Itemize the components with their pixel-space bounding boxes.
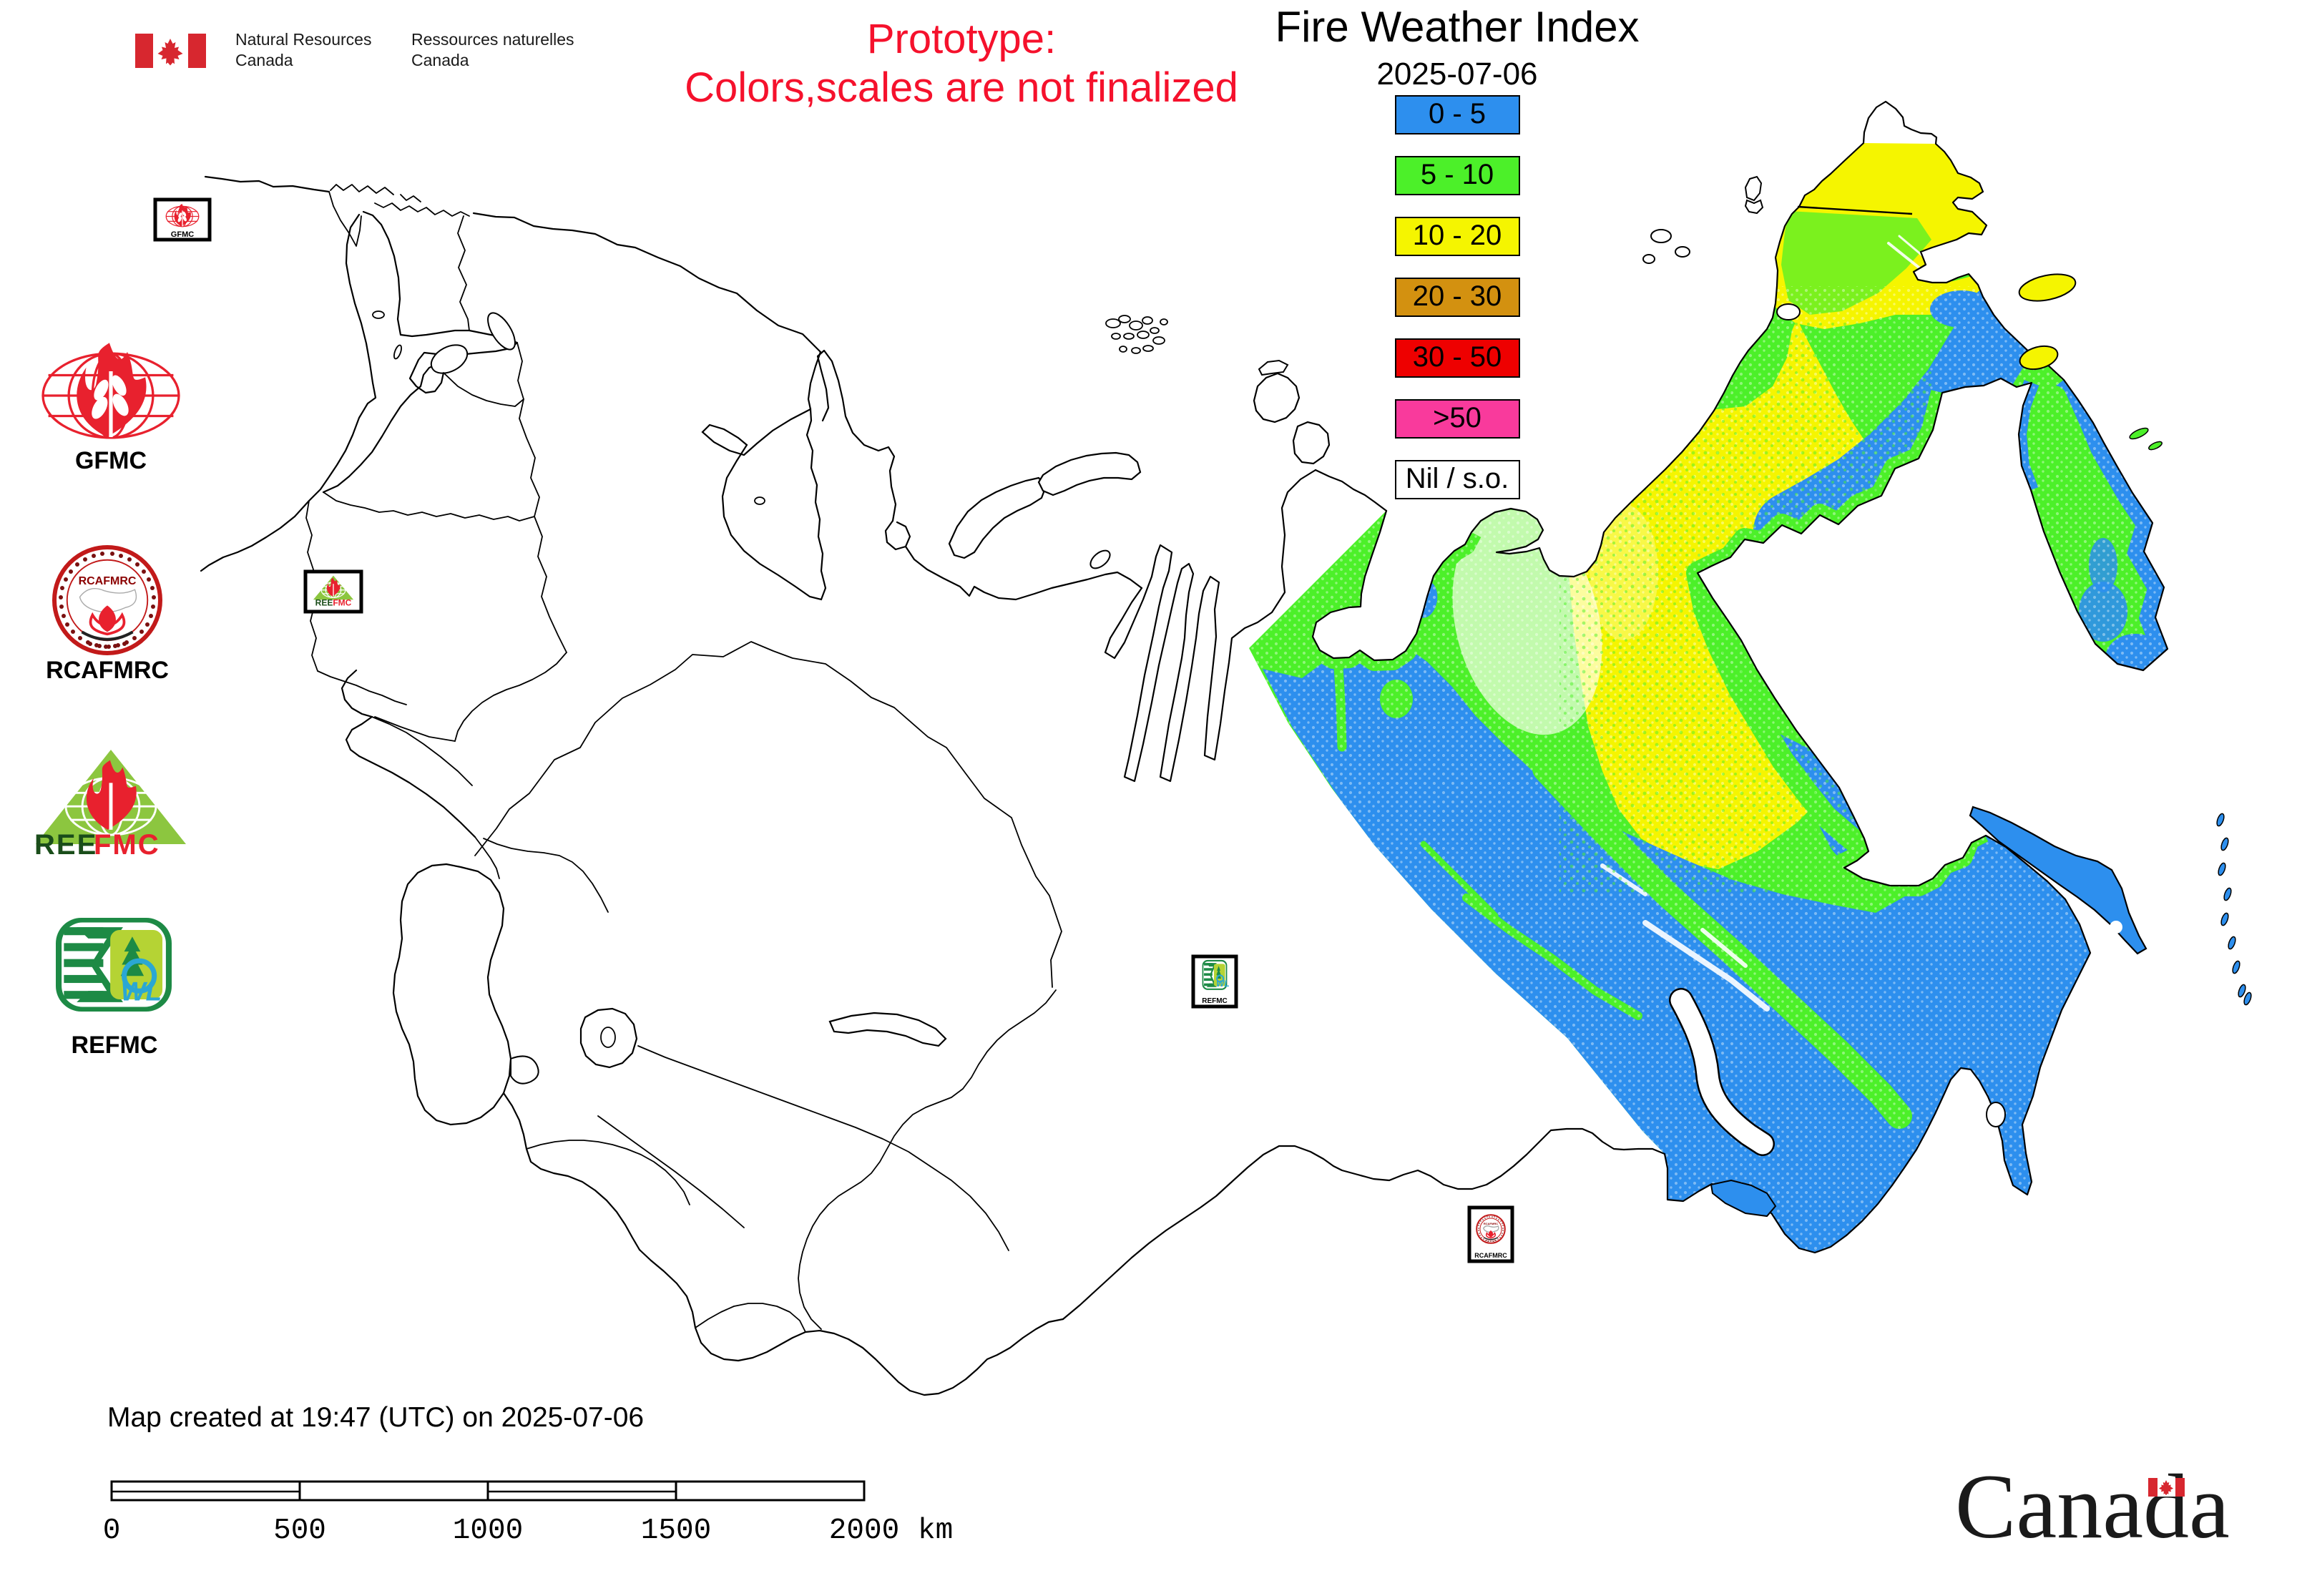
- svg-text:10 - 20: 10 - 20: [1413, 220, 1502, 251]
- svg-text:GFMC: GFMC: [171, 230, 194, 239]
- svg-text:Canada: Canada: [411, 51, 469, 69]
- svg-text:Prototype:: Prototype:: [867, 16, 1056, 62]
- svg-text:Natural Resources: Natural Resources: [235, 30, 371, 49]
- svg-text:Ressources naturelles: Ressources naturelles: [411, 30, 574, 49]
- svg-text:Colors,scales are not finalize: Colors,scales are not finalized: [685, 64, 1238, 111]
- svg-text:km: km: [918, 1514, 953, 1547]
- svg-text:2000: 2000: [829, 1514, 899, 1547]
- svg-text:2025-07-06: 2025-07-06: [1376, 57, 1537, 92]
- svg-text:WL: WL: [121, 976, 162, 1006]
- svg-text:REFMC: REFMC: [1202, 997, 1228, 1005]
- svg-text:0: 0: [103, 1514, 121, 1547]
- svg-text:RCAFMRC: RCAFMRC: [1484, 1222, 1498, 1225]
- svg-text:Map created at 19:47 (UTC) on: Map created at 19:47 (UTC) on 2025-07-06: [107, 1402, 644, 1433]
- svg-text:30 - 50: 30 - 50: [1413, 341, 1502, 373]
- svg-text:Canada: Canada: [235, 51, 293, 69]
- svg-text:REE: REE: [34, 829, 97, 861]
- svg-text:RCAFMRC: RCAFMRC: [1474, 1252, 1507, 1259]
- svg-text:20 - 30: 20 - 30: [1413, 280, 1502, 312]
- svg-text:GFMC: GFMC: [75, 447, 147, 474]
- svg-text:RCAFMRC: RCAFMRC: [46, 657, 169, 684]
- svg-text:5 - 10: 5 - 10: [1421, 159, 1494, 190]
- svg-text:REFMC: REFMC: [72, 1032, 158, 1059]
- svg-text:Canada: Canada: [1955, 1456, 2230, 1557]
- svg-text:RCAFMRC: RCAFMRC: [79, 575, 137, 587]
- svg-text:REEFMC: REEFMC: [315, 598, 352, 608]
- svg-text:Nil / s.o.: Nil / s.o.: [1406, 463, 1509, 494]
- svg-text:>50: >50: [1433, 402, 1481, 434]
- svg-text:500: 500: [273, 1514, 326, 1547]
- svg-text:WL: WL: [1216, 979, 1230, 989]
- svg-text:1500: 1500: [641, 1514, 711, 1547]
- svg-text:1000: 1000: [453, 1514, 523, 1547]
- svg-text:Fire Weather Index: Fire Weather Index: [1275, 3, 1639, 51]
- svg-text:0 - 5: 0 - 5: [1429, 98, 1486, 129]
- svg-text:FMC: FMC: [94, 829, 160, 861]
